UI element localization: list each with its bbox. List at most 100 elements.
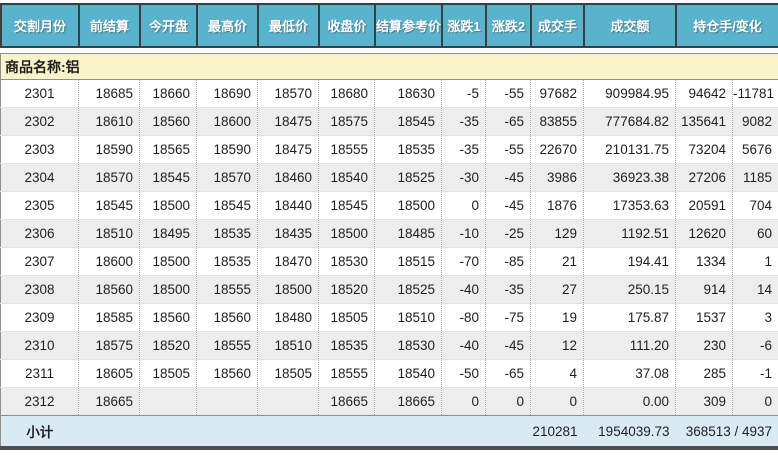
cell-change2: -65 (485, 107, 531, 136)
table-row-2306: 2306 18510 18495 18535 18435 18500 18485 -10 -25… (0, 219, 778, 248)
cell-open-interest: 1537 (675, 303, 733, 332)
cell-change2: -25 (485, 219, 531, 248)
cell-close: 18500 (318, 219, 375, 248)
cell-low: 18500 (257, 275, 319, 304)
cell-volume: 3986 (530, 163, 584, 192)
cell-prev-settlement: 18685 (78, 79, 140, 108)
cell-oi-change: -11781 (732, 79, 778, 108)
cell-turnover: 0.00 (583, 387, 676, 416)
cell-close: 18540 (318, 163, 375, 192)
cell-volume: 21 (530, 247, 584, 276)
cell-oi-change: 1185 (732, 163, 778, 192)
cell-high: 18600 (196, 107, 258, 136)
cell-open: 18495 (139, 219, 197, 248)
cell-close: 18555 (318, 135, 375, 164)
subtotal-label: 小计 (0, 415, 79, 446)
cell-change2: -65 (485, 359, 531, 388)
cell-prev-settlement: 18545 (78, 191, 140, 220)
cell-low: 18510 (257, 331, 319, 360)
cell-oi-change: 3 (732, 303, 778, 332)
cell-open: 18500 (139, 191, 197, 220)
cell-settlement-ref: 18500 (374, 191, 442, 220)
cell-close: 18535 (318, 331, 375, 360)
subtotal-turnover: 1954039.73 (583, 415, 676, 446)
cell-delivery-month: 2301 (0, 79, 79, 108)
cell-volume: 22670 (530, 135, 584, 164)
cell-change1: 0 (441, 191, 486, 220)
cell-open: 18660 (139, 79, 197, 108)
commodity-name-row: 商品名称:铝 (0, 53, 778, 80)
cell-open-interest: 20591 (675, 191, 733, 220)
cell-open-interest: 914 (675, 275, 733, 304)
cell-high: 18535 (196, 219, 258, 248)
cell-prev-settlement: 18605 (78, 359, 140, 388)
cell-settlement-ref: 18485 (374, 219, 442, 248)
cell-settlement-ref: 18530 (374, 331, 442, 360)
col-header-prev-settlement: 前结算 (78, 3, 141, 48)
cell-delivery-month: 2303 (0, 135, 79, 164)
cell-change1: -35 (441, 107, 486, 136)
cell-high: 18555 (196, 331, 258, 360)
cell-change2: -55 (485, 135, 531, 164)
cell-low: 18475 (257, 107, 319, 136)
cell-open-interest: 73204 (675, 135, 733, 164)
cell-volume: 129 (530, 219, 584, 248)
cell-prev-settlement: 18560 (78, 275, 140, 304)
col-header-delivery-month: 交割月份 (0, 3, 80, 48)
cell-change1: -30 (441, 163, 486, 192)
cell-change1: -80 (441, 303, 486, 332)
table-row-2311: 2311 18605 18505 18560 18505 18555 18540 -50 -65… (0, 359, 778, 388)
cell-oi-change: 14 (732, 275, 778, 304)
col-header-high: 最高价 (196, 3, 259, 48)
cell-volume: 83855 (530, 107, 584, 136)
cell-turnover: 175.87 (583, 303, 676, 332)
cell-high (196, 387, 258, 416)
cell-low: 18475 (257, 135, 319, 164)
cell-settlement-ref: 18540 (374, 359, 442, 388)
col-header-change2: 涨跌2 (485, 3, 532, 48)
table-bottom-border (0, 446, 778, 450)
subtotal-empty-low (257, 415, 319, 446)
cell-open-interest: 94642 (675, 79, 733, 108)
subtotal-empty-change1 (441, 415, 486, 446)
cell-oi-change: 5676 (732, 135, 778, 164)
cell-close: 18665 (318, 387, 375, 416)
cell-close: 18575 (318, 107, 375, 136)
cell-low: 18470 (257, 247, 319, 276)
table-row-2307: 2307 18600 18500 18535 18470 18530 18515 -70 -85… (0, 247, 778, 276)
subtotal-empty-close (318, 415, 375, 446)
cell-low: 18435 (257, 219, 319, 248)
cell-change1: -40 (441, 331, 486, 360)
table-row-2310: 2310 18575 18520 18555 18510 18535 18530 -40 -45… (0, 331, 778, 360)
quotes-header-table: 交割月份 前结算 今开盘 最高价 最低价 收盘价 结算参考价 涨跌1 涨跌2 成… (0, 3, 778, 48)
cell-turnover: 210131.75 (583, 135, 676, 164)
cell-prev-settlement: 18665 (78, 387, 140, 416)
cell-settlement-ref: 18525 (374, 275, 442, 304)
cell-prev-settlement: 18585 (78, 303, 140, 332)
cell-prev-settlement: 18590 (78, 135, 140, 164)
cell-high: 18535 (196, 247, 258, 276)
cell-change1: 0 (441, 387, 486, 416)
cell-open-interest: 135641 (675, 107, 733, 136)
cell-turnover: 17353.63 (583, 191, 676, 220)
cell-open-interest: 12620 (675, 219, 733, 248)
cell-volume: 4 (530, 359, 584, 388)
cell-volume: 1876 (530, 191, 584, 220)
table-row-2308: 2308 18560 18500 18555 18500 18520 18525 -40 -35… (0, 275, 778, 304)
table-row-2312: 2312 18665 18665 18665 0 0 0 0.00 309 0 (0, 387, 778, 416)
cell-open-interest: 309 (675, 387, 733, 416)
cell-high: 18570 (196, 163, 258, 192)
cell-high: 18560 (196, 303, 258, 332)
subtotal-empty-high (196, 415, 258, 446)
subtotal-empty-prev-settlement (78, 415, 140, 446)
cell-settlement-ref: 18515 (374, 247, 442, 276)
cell-low: 18440 (257, 191, 319, 220)
cell-open: 18520 (139, 331, 197, 360)
cell-close: 18680 (318, 79, 375, 108)
cell-change2: -85 (485, 247, 531, 276)
cell-delivery-month: 2305 (0, 191, 79, 220)
cell-volume: 12 (530, 331, 584, 360)
subtotal-open-interest-change: 368513 / 4937 (675, 415, 778, 446)
cell-oi-change: 704 (732, 191, 778, 220)
